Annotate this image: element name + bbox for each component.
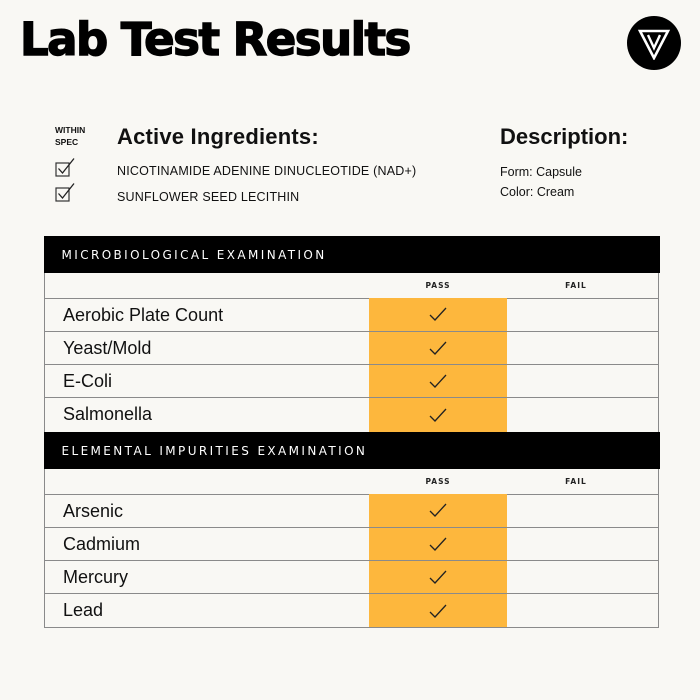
table-row: Arsenic [45,493,658,528]
description-color: Color: Cream [500,185,575,199]
pass-cell [369,594,507,627]
fail-cell [507,495,645,527]
fail-cell [507,528,645,560]
checkmark-icon [429,604,447,618]
description-heading: Description: [500,124,629,149]
column-header-pass: PASS [425,281,451,290]
checkmark-icon [429,408,447,422]
microbiological-table: MICROBIOLOGICAL EXAMINATION PASS FAIL Ae… [43,236,660,432]
table-row: Aerobic Plate Count [45,297,658,332]
test-name: Aerobic Plate Count [63,305,224,325]
test-name: Arsenic [63,501,124,521]
column-header-fail: FAIL [565,477,587,486]
description-form: Form: Capsule [500,165,582,179]
fail-cell [507,332,645,364]
brand-logo [627,16,681,70]
ingredient-item: SUNFLOWER SEED LECITHIN [117,190,300,204]
fail-cell [507,561,645,593]
fail-cell [507,365,645,397]
fail-cell [507,299,645,331]
table-row: Mercury [45,561,658,594]
column-header-row: PASS FAIL [45,469,658,495]
checkbox-checked-icon [55,157,77,177]
checkmark-icon [429,374,447,388]
test-name: Mercury [63,567,129,587]
table-row: Lead [45,594,658,627]
pass-cell [369,332,507,364]
column-header-fail: FAIL [565,281,587,290]
test-name: E-Coli [63,371,113,391]
section-header: MICROBIOLOGICAL EXAMINATION [43,236,660,273]
checkmark-icon [429,570,447,584]
column-header-test [45,273,369,298]
checkbox-checked-icon [55,182,77,202]
test-name: Salmonella [63,404,153,424]
fail-cell [507,594,645,627]
pass-cell [369,365,507,397]
pass-cell [369,398,507,432]
table-row: Salmonella [45,398,658,432]
checkmark-icon [429,307,447,322]
column-header-pass: PASS [425,477,451,486]
checkmark-icon [429,537,447,551]
fail-cell [507,398,645,432]
pass-cell [369,528,507,560]
section-header: ELEMENTAL IMPURITIES EXAMINATION [43,432,660,469]
triangle-v-logo-icon [637,29,671,60]
checkmark-icon [429,341,447,355]
pass-cell [369,297,507,331]
ingredient-item: NICOTINAMIDE ADENINE DINUCLEOTIDE (NAD+) [117,164,417,178]
pass-cell [369,561,507,593]
within-spec-label-line1: WITHIN [55,125,86,135]
test-name: Cadmium [63,534,141,554]
table-row: E-Coli [45,365,658,398]
column-header-test [45,469,369,494]
pass-cell [369,493,507,527]
table-row: Yeast/Mold [45,332,658,365]
test-name: Lead [63,600,104,620]
active-ingredients-heading: Active Ingredients: [117,124,319,149]
test-name: Yeast/Mold [63,338,152,358]
within-spec-label-line2: SPEC [55,137,79,147]
checkmark-icon [429,503,447,518]
elemental-impurities-table: ELEMENTAL IMPURITIES EXAMINATION PASS FA… [43,432,660,628]
column-header-row: PASS FAIL [45,273,658,299]
within-spec-label: WITHIN SPEC [55,124,85,148]
table-row: Cadmium [45,528,658,561]
page-title: Lab Test Results [19,12,412,66]
